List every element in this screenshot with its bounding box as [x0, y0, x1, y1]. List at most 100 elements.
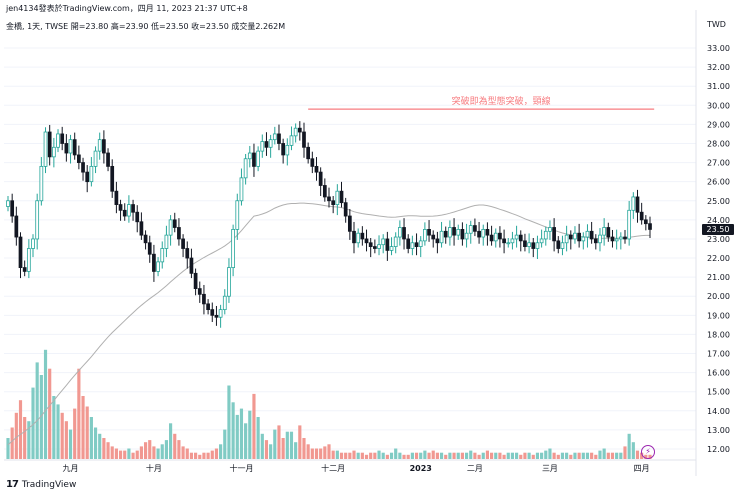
volume-bar: [414, 452, 419, 459]
volume-bar: [502, 454, 506, 459]
candle-body: [498, 232, 502, 240]
candle-body: [222, 295, 227, 311]
candle-body: [43, 131, 48, 167]
time-tick-label: 十月: [146, 463, 162, 473]
candle-body: [627, 209, 632, 240]
candle-body: [327, 196, 331, 202]
candle-body: [389, 246, 394, 251]
candle-body: [377, 244, 381, 249]
volume-bar: [231, 402, 235, 459]
volume-bar: [198, 454, 202, 459]
volume-bar: [210, 450, 214, 459]
candle-body: [593, 238, 598, 244]
price-tick-label: 33.00: [707, 44, 730, 53]
candle-body: [423, 229, 427, 242]
volume-bar: [565, 452, 569, 459]
candle-body: [473, 225, 477, 232]
price-tick-label: 27.00: [707, 159, 730, 168]
time-tick-label: 十二月: [321, 463, 345, 473]
candle-body: [51, 146, 56, 158]
time-tick-label: 三月: [542, 464, 558, 473]
volume-bar: [423, 450, 427, 459]
time-tick-label: 九月: [63, 464, 79, 473]
volume-bar: [389, 452, 394, 459]
candle-body: [152, 253, 156, 272]
candle-body: [372, 246, 377, 249]
candle-body: [26, 248, 31, 272]
volume-bar: [269, 444, 273, 459]
volume-bar: [98, 433, 102, 459]
volume-bar: [181, 446, 185, 459]
candle-body: [64, 143, 69, 154]
volume-bar: [477, 454, 481, 459]
candle-body: [264, 141, 269, 148]
volume-bar: [256, 417, 260, 459]
volume-bar: [264, 440, 269, 459]
candle-body: [177, 227, 181, 240]
candle-body: [431, 234, 436, 240]
candle-body: [206, 303, 210, 311]
volume-bar: [314, 448, 319, 459]
candle-body: [568, 234, 573, 240]
volume-bar: [419, 452, 423, 459]
volume-bar: [615, 452, 619, 459]
candle-body: [535, 242, 540, 249]
volume-bar: [594, 454, 598, 459]
price-tick-label: 17.00: [707, 350, 730, 359]
volume-bar: [143, 442, 148, 459]
volume-bar: [515, 452, 519, 459]
volume-bar: [252, 393, 256, 459]
volume-bar: [189, 452, 194, 459]
price-tick-label: 28.00: [707, 139, 730, 148]
candle-body: [22, 267, 27, 272]
volume-bar: [490, 452, 494, 459]
candle-body: [398, 227, 402, 238]
candle-body: [272, 133, 277, 141]
candle-body: [139, 221, 144, 236]
volume-bar: [173, 433, 177, 459]
candle-body: [623, 236, 627, 240]
candle-body: [318, 171, 323, 186]
volume-bar: [39, 375, 43, 459]
volume-bar: [89, 417, 93, 459]
candle-body: [539, 238, 544, 244]
candle-body: [110, 165, 115, 192]
volume-bar: [60, 412, 64, 459]
candle-body: [35, 200, 40, 240]
price-tick-label: 30.00: [707, 101, 730, 110]
volume-bar: [556, 454, 560, 459]
publish-info: jen4134發表於TradingView.com，四月 11, 2023 21…: [6, 4, 248, 13]
candle-body: [410, 242, 415, 249]
candle-body: [418, 240, 423, 247]
volume-bar: [623, 446, 627, 459]
candle-body: [456, 229, 461, 236]
candle-body: [435, 238, 440, 244]
volume-bar: [160, 444, 164, 459]
volume-bar: [127, 448, 131, 459]
volume-bar: [523, 452, 527, 459]
candle-body: [581, 236, 586, 242]
symbol-ohlc-legend: 金橋, 1天, TWSE 開=23.80 高=23.90 低=23.50 收=2…: [6, 22, 286, 31]
candle-body: [118, 204, 123, 211]
candle-body: [514, 234, 519, 240]
candle-body: [385, 238, 390, 251]
time-axis[interactable]: 九月 十月 十一月 十二月 2023 二月 三月 四月: [63, 463, 650, 473]
volume-bar: [606, 452, 610, 459]
lightning-icon[interactable]: ⚡: [641, 445, 655, 459]
volume-bar: [294, 442, 298, 459]
candle-body: [485, 229, 490, 236]
candle-body: [10, 200, 15, 217]
price-tick-label: 32.00: [707, 63, 730, 72]
price-axis[interactable]: 33.00 32.00 31.00 30.00 29.00 28.00 27.00 26.00…: [707, 44, 730, 454]
tradingview-brand[interactable]: 17 TradingView: [6, 479, 76, 490]
candle-body: [310, 158, 315, 167]
candle-body: [156, 261, 160, 272]
candle-body: [227, 267, 231, 297]
candle-body: [135, 211, 140, 223]
candle-body: [406, 238, 411, 249]
candle-body: [72, 139, 77, 156]
volume-bar: [569, 454, 573, 459]
volume-bar: [469, 450, 473, 459]
volume-bar: [123, 450, 127, 459]
